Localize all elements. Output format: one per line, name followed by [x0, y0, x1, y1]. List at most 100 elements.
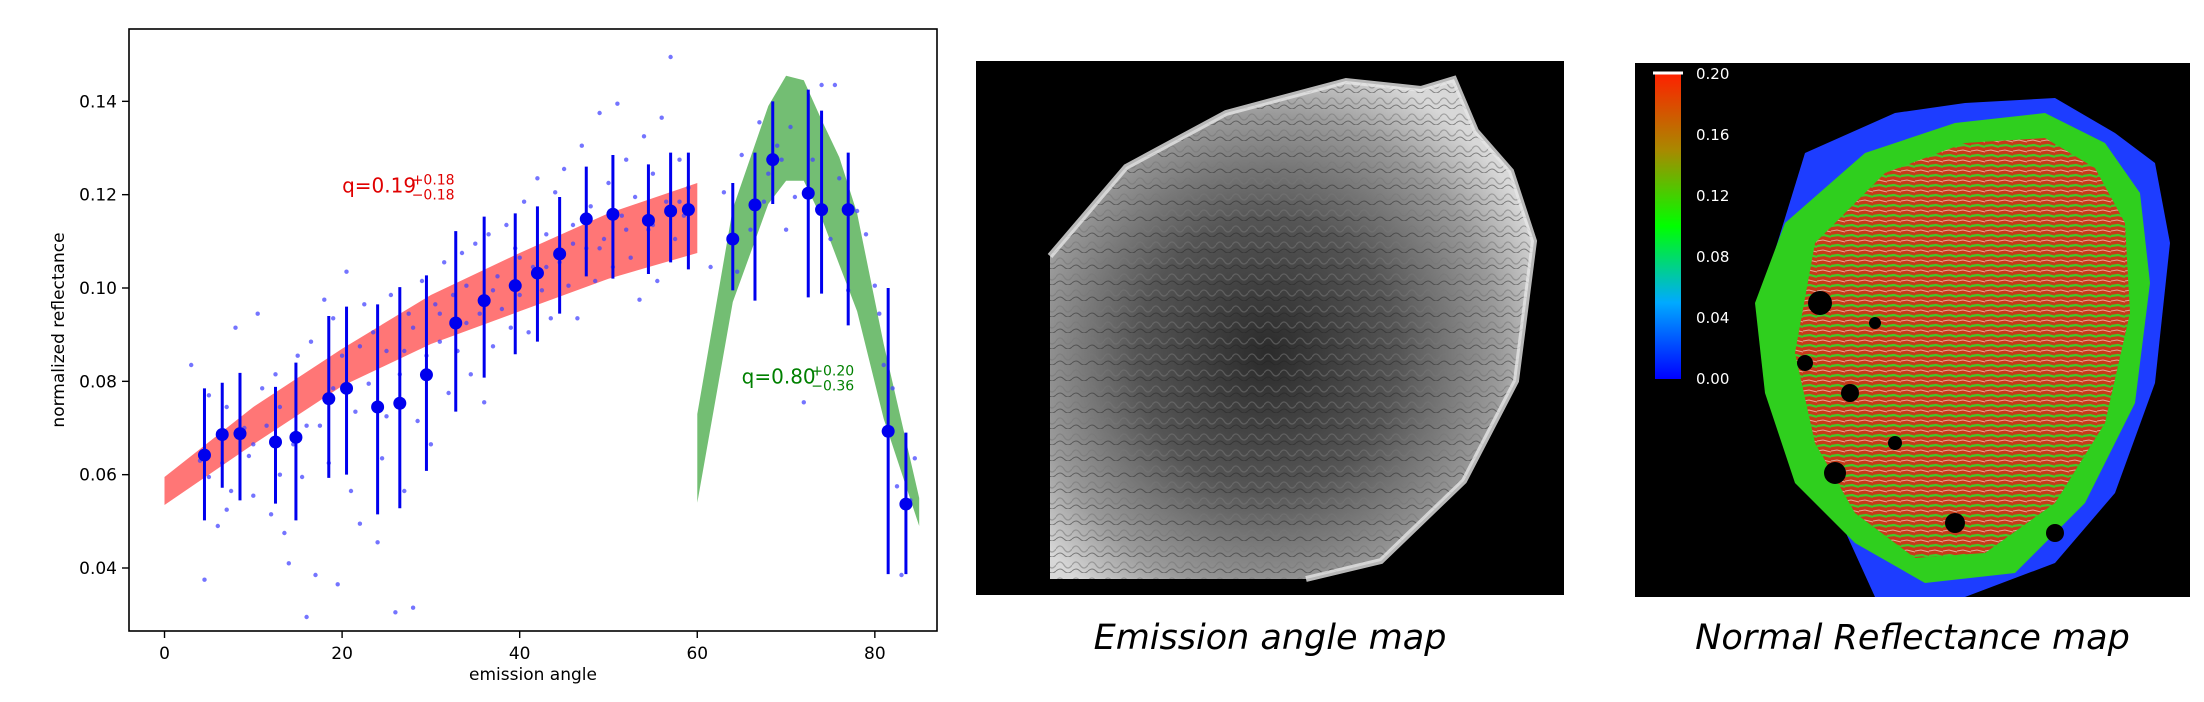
raw-point — [428, 442, 434, 447]
raw-point — [371, 330, 376, 335]
raw-point — [570, 222, 576, 228]
binned-point — [801, 186, 815, 200]
raw-point — [264, 423, 269, 428]
raw-point — [459, 250, 465, 256]
binned-point — [530, 266, 544, 280]
raw-point — [672, 236, 678, 242]
raw-point — [561, 166, 567, 172]
binned-point — [289, 430, 303, 444]
x-tick-label: 60 — [686, 644, 708, 664]
raw-point — [544, 264, 549, 270]
raw-point — [468, 372, 473, 377]
confidence-band-1 — [697, 75, 920, 526]
binned-point — [477, 294, 491, 308]
raw-point — [282, 530, 287, 536]
fit-annotation-upper-1: +0.20 — [811, 364, 854, 380]
raw-point — [606, 180, 611, 186]
raw-point — [273, 372, 278, 377]
fit-annotation-1: q=0.80 — [742, 365, 816, 389]
binned-point — [641, 213, 655, 227]
raw-point — [659, 115, 664, 120]
raw-point — [384, 348, 389, 354]
colorbar-label-1: 0.16 — [1696, 126, 1729, 144]
raw-point — [299, 474, 305, 480]
colorbar-label-3: 0.08 — [1696, 248, 1729, 266]
raw-point — [415, 418, 420, 424]
raw-point — [331, 316, 336, 321]
x-tick-label: 40 — [509, 644, 531, 664]
binned-point — [215, 428, 229, 442]
raw-point — [553, 190, 558, 195]
raw-point — [539, 288, 545, 293]
raw-point — [402, 348, 407, 354]
raw-point — [233, 325, 238, 330]
raw-point — [872, 283, 877, 288]
raw-point — [779, 157, 784, 162]
binned-point — [269, 435, 283, 449]
raw-point — [246, 453, 252, 459]
raw-point — [521, 199, 527, 204]
raw-point — [499, 306, 505, 312]
raw-point — [490, 288, 496, 293]
raw-point — [437, 311, 442, 316]
binned-point — [233, 427, 247, 441]
y-tick-label: 0.04 — [79, 559, 117, 579]
raw-point — [277, 404, 283, 410]
raw-point — [375, 540, 380, 545]
raw-point — [597, 246, 602, 251]
binned-point — [881, 424, 895, 438]
raw-point — [442, 260, 447, 265]
raw-point — [628, 255, 633, 260]
x-axis: 0 20 40 60 80 — [159, 631, 886, 664]
raw-point — [393, 610, 398, 615]
raw-point — [206, 474, 212, 480]
raw-point — [189, 362, 194, 368]
binned-points — [197, 89, 913, 575]
raw-point — [761, 199, 767, 204]
raw-point — [357, 521, 363, 526]
plot-frame — [128, 28, 938, 632]
raw-point — [215, 523, 220, 529]
raw-point — [792, 194, 798, 200]
raw-point — [664, 199, 669, 204]
x-tick-label: 20 — [331, 644, 353, 664]
reflectance-colorbar — [1653, 71, 1683, 379]
raw-point — [588, 204, 593, 209]
raw-point — [206, 393, 212, 398]
raw-point — [593, 278, 598, 284]
raw-point — [788, 124, 793, 130]
raw-point — [308, 339, 314, 344]
raw-point — [504, 222, 509, 228]
raw-point — [890, 386, 895, 391]
raw-point — [331, 386, 336, 391]
raw-point — [464, 283, 469, 288]
fit-annotation-lower-0: −0.18 — [412, 187, 455, 203]
raw-point — [473, 241, 478, 246]
raw-point — [801, 400, 806, 405]
confidence-bands — [164, 75, 920, 526]
raw-point — [526, 330, 531, 335]
raw-point — [544, 232, 549, 237]
binned-point — [340, 381, 354, 395]
raw-point — [295, 353, 300, 358]
raw-point — [437, 339, 442, 344]
raw-point — [828, 236, 833, 242]
fit-annotations: q=0.19+0.18−0.18 q=0.80+0.20−0.36 — [342, 172, 854, 394]
binned-point — [664, 204, 678, 218]
raw-point — [202, 577, 207, 582]
raw-point — [517, 255, 522, 260]
raw-point — [570, 241, 576, 246]
raw-point — [854, 208, 860, 214]
colorbar-label-0: 0.20 — [1696, 65, 1729, 83]
raw-point — [566, 283, 571, 288]
raw-point — [335, 582, 340, 587]
raw-point — [251, 493, 256, 498]
binned-point — [766, 153, 780, 167]
raw-point — [344, 269, 349, 274]
raw-point — [362, 302, 367, 307]
x-tick-label: 80 — [864, 644, 886, 664]
raw-point — [357, 344, 363, 349]
y-tick-label: 0.10 — [79, 279, 117, 299]
raw-point — [837, 176, 842, 181]
emission-map-caption: Emission angle map — [1093, 618, 1447, 658]
